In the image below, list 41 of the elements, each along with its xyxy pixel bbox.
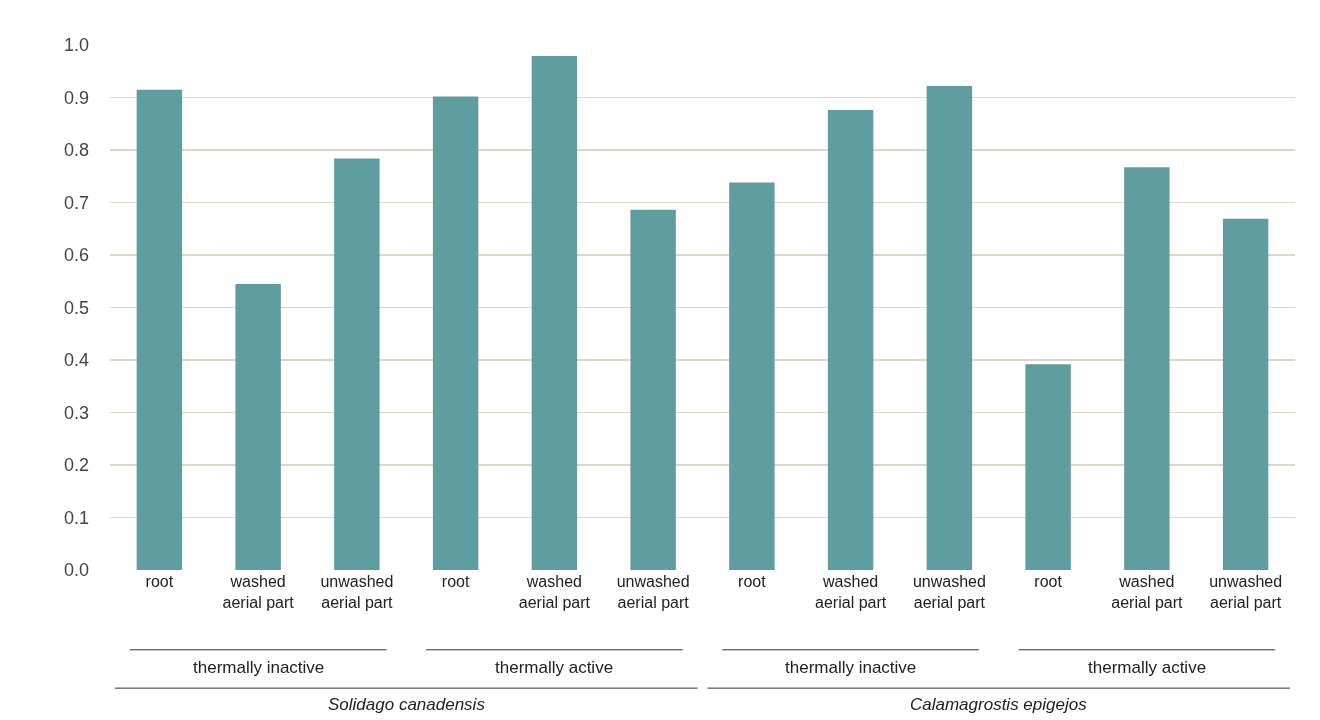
y-tick-label: 0.3 — [63, 402, 89, 423]
bar — [729, 182, 775, 570]
y-tick-label: 0.7 — [63, 192, 89, 213]
text: Calamagrostis epigejos — [910, 695, 1088, 714]
text: thermally inactive — [785, 658, 917, 677]
x-tick-label: root — [441, 573, 470, 590]
text: thermally inactive — [193, 658, 325, 677]
x-tick-label: root — [738, 573, 767, 590]
y-tick-label: 1.0 — [63, 35, 89, 56]
x-tick-label: unwashed aerial part — [320, 573, 394, 611]
bar — [235, 283, 281, 570]
bar — [827, 110, 874, 570]
x-tick-label: unwashed aerial part — [616, 573, 690, 611]
x-tick-label: unwashed aerial part — [912, 573, 986, 611]
bar — [531, 56, 578, 570]
x-tick-label: washed aerial part — [222, 573, 295, 611]
bar — [1025, 364, 1071, 570]
text: thermally active — [495, 658, 614, 677]
y-tick-label: 0.8 — [63, 140, 89, 161]
bar — [1124, 167, 1170, 570]
x-tick-label: washed aerial part — [518, 573, 591, 611]
y-tick-label: 0.6 — [63, 245, 89, 266]
bar — [926, 85, 973, 570]
bar — [1222, 218, 1269, 570]
y-tick-label: 0.9 — [63, 87, 89, 108]
x-tick-label: washed aerial part — [1111, 573, 1184, 611]
y-tick-label: 0.0 — [63, 560, 89, 581]
bar — [136, 89, 183, 570]
bar — [432, 96, 479, 570]
text: thermally active — [1088, 658, 1207, 677]
x-tick-label: root — [1034, 573, 1063, 590]
y-tick-label: 0.2 — [63, 455, 89, 476]
text: Solidago canadensis — [328, 695, 486, 714]
y-tick-label: 0.5 — [63, 297, 89, 318]
x-tick-label: root — [145, 573, 174, 590]
x-tick-label: unwashed aerial part — [1209, 573, 1283, 611]
y-tick-label: 0.1 — [63, 507, 89, 528]
x-tick-label: washed aerial part — [815, 573, 887, 611]
bar — [630, 209, 676, 570]
bar — [334, 158, 380, 570]
y-tick-label: 0.4 — [63, 350, 89, 371]
